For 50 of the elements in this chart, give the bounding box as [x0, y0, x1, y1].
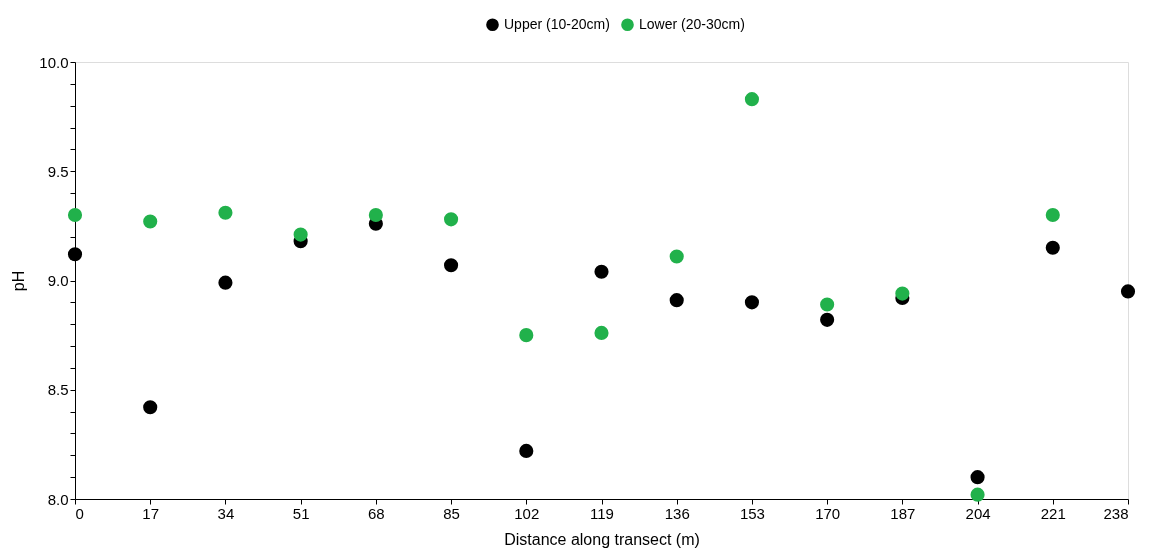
x-tick-label: 170: [815, 504, 841, 522]
legend-label: Upper (10-20cm): [504, 15, 610, 32]
point: [970, 470, 985, 485]
x-tick-label: 119: [590, 504, 614, 522]
point: [1120, 284, 1136, 299]
point: [1045, 240, 1060, 255]
point: [519, 443, 534, 458]
x-tick-label: 153: [739, 504, 765, 522]
x-tick-label: 187: [890, 504, 916, 522]
point: [820, 297, 835, 312]
y-tick-label: 8.0: [47, 490, 69, 508]
point: [594, 264, 609, 279]
point: [744, 92, 759, 107]
point: [293, 227, 308, 242]
x-tick-label: 0: [75, 504, 84, 522]
x-tick-label: 221: [1040, 504, 1066, 522]
y-tick-label: 9.0: [47, 272, 69, 289]
point: [895, 286, 910, 301]
x-tick-label: 34: [217, 504, 235, 522]
point: [594, 325, 609, 340]
point: [669, 249, 684, 264]
point: [820, 312, 835, 327]
x-tick-label: 85: [443, 504, 460, 522]
point: [744, 295, 759, 310]
point: [1045, 207, 1060, 223]
point: [67, 247, 83, 262]
point: [368, 207, 383, 223]
y-axis-title: pH: [10, 270, 28, 292]
y-tick-label: 9.5: [47, 162, 69, 180]
x-tick-label: 68: [368, 504, 385, 522]
x-tick-label: 204: [965, 504, 991, 522]
x-tick-label: 238: [1103, 504, 1129, 522]
y-tick-label: 8.5: [47, 381, 69, 399]
point: [143, 400, 158, 415]
point: [143, 214, 158, 229]
x-tick-label: 17: [142, 504, 160, 522]
point: [218, 275, 233, 290]
legend-label: Lower (20-30cm): [639, 15, 745, 32]
x-tick-label: 136: [664, 504, 690, 522]
point: [519, 328, 534, 343]
point: [67, 207, 83, 223]
point: [970, 487, 985, 502]
point: [444, 212, 459, 227]
point: [444, 258, 459, 273]
point: [218, 205, 233, 220]
y-tick-label: 10.0: [39, 53, 69, 71]
x-tick-label: 102: [514, 504, 540, 522]
x-axis-title: Distance along transect (m): [504, 530, 700, 548]
point: [669, 293, 684, 308]
x-tick-label: 51: [292, 504, 310, 522]
